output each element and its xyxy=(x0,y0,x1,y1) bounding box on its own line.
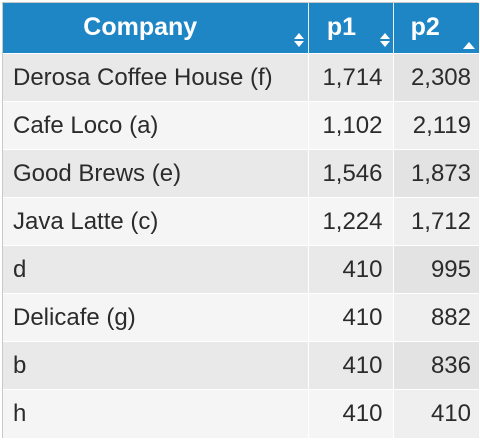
table-row[interactable]: Java Latte (c) 1,224 1,712 xyxy=(3,197,479,246)
data-table: Company p1 p2 Derosa C xyxy=(3,3,479,438)
column-header-label: p1 xyxy=(326,13,357,41)
header-row: Company p1 p2 xyxy=(3,3,479,54)
cell-p1: 410 xyxy=(307,341,393,390)
cell-p1: 1,714 xyxy=(307,53,393,102)
column-header-p1[interactable]: p1 xyxy=(307,3,393,54)
table-row[interactable]: Derosa Coffee House (f) 1,714 2,308 xyxy=(3,53,479,102)
table-row[interactable]: h 410 410 xyxy=(3,389,479,438)
cell-p2: 1,712 xyxy=(392,197,479,246)
cell-company: Java Latte (c) xyxy=(3,197,308,246)
column-header-p2[interactable]: p2 xyxy=(392,3,479,54)
cell-company: Cafe Loco (a) xyxy=(3,101,308,150)
cell-p2: 836 xyxy=(392,341,479,390)
cell-p1: 410 xyxy=(307,245,393,294)
table-row[interactable]: Cafe Loco (a) 1,102 2,119 xyxy=(3,101,479,150)
cell-p2: 410 xyxy=(392,389,479,438)
cell-p1: 1,102 xyxy=(307,101,393,150)
table-row[interactable]: Good Brews (e) 1,546 1,873 xyxy=(3,149,479,198)
table-row[interactable]: d 410 995 xyxy=(3,245,479,294)
cell-company: d xyxy=(3,245,308,294)
table-header: Company p1 p2 xyxy=(3,3,479,54)
table-row[interactable]: Delicafe (g) 410 882 xyxy=(3,293,479,342)
cell-p2: 995 xyxy=(392,245,479,294)
column-header-company[interactable]: Company xyxy=(3,3,308,54)
cell-company: b xyxy=(3,341,308,390)
cell-p1: 1,224 xyxy=(307,197,393,246)
cell-p1: 410 xyxy=(307,389,393,438)
cell-p2: 2,308 xyxy=(392,53,479,102)
table-body: Derosa Coffee House (f) 1,714 2,308 Cafe… xyxy=(3,53,479,438)
cell-p2: 1,873 xyxy=(392,149,479,198)
cell-company: Derosa Coffee House (f) xyxy=(3,53,308,102)
sort-ascending-icon[interactable] xyxy=(463,42,475,49)
sort-both-icon[interactable] xyxy=(379,33,390,49)
column-header-label: p2 xyxy=(410,13,440,41)
cell-company: Delicafe (g) xyxy=(3,293,308,342)
column-header-label: Company xyxy=(83,13,198,41)
table-row[interactable]: b 410 836 xyxy=(3,341,479,390)
cell-p2: 882 xyxy=(392,293,479,342)
cell-company: Good Brews (e) xyxy=(3,149,308,198)
cell-p2: 2,119 xyxy=(392,101,479,150)
cell-p1: 410 xyxy=(307,293,393,342)
cell-company: h xyxy=(3,389,308,438)
cell-p1: 1,546 xyxy=(307,149,393,198)
sort-both-icon[interactable] xyxy=(293,33,304,49)
